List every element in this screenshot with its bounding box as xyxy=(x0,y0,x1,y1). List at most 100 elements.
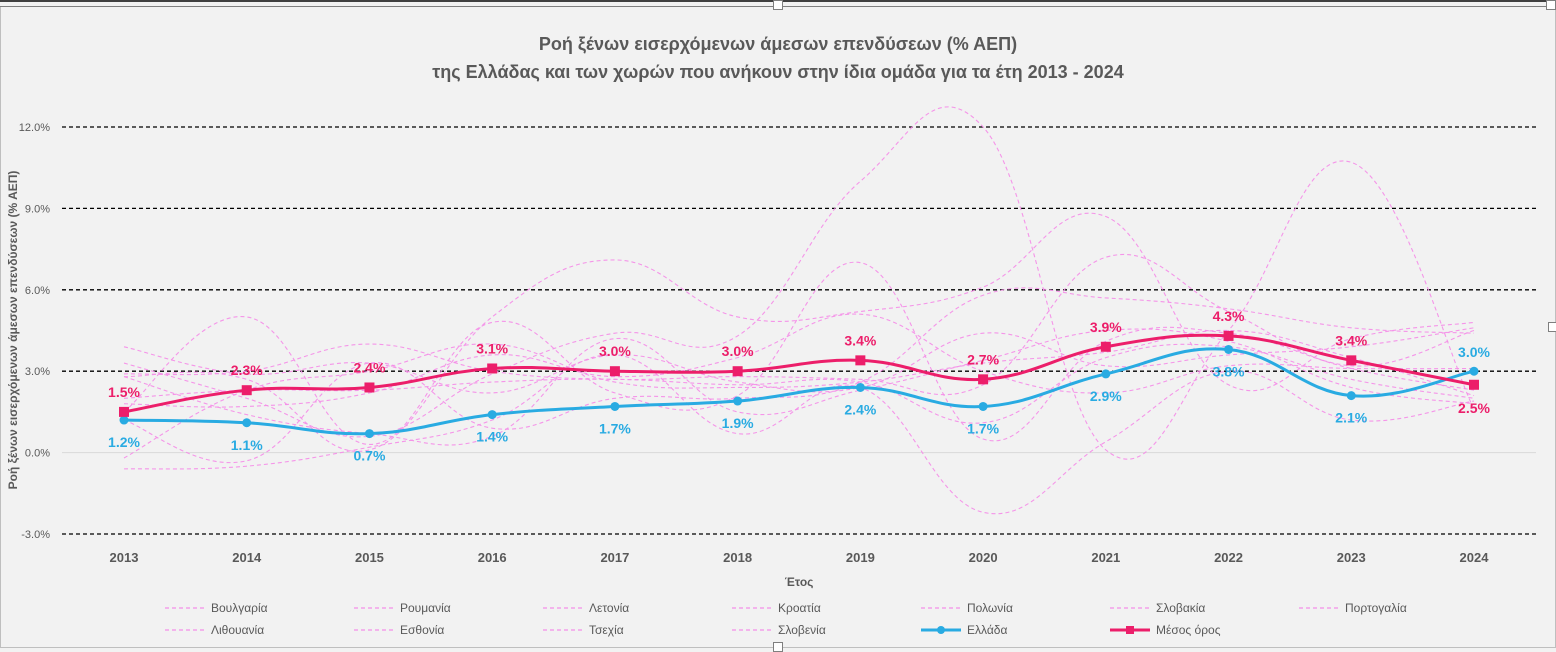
series-line-average xyxy=(123,333,1475,414)
series-line-peer-6 xyxy=(123,313,1475,408)
average-data-label: 2.4% xyxy=(353,359,385,375)
average-point xyxy=(119,406,129,417)
y-tick-label: 0.0% xyxy=(25,448,50,460)
greece-point xyxy=(1224,344,1234,354)
y-tick-label: -3.0% xyxy=(21,529,50,541)
greece-data-label: 1.4% xyxy=(476,429,508,445)
greece-point xyxy=(978,401,988,411)
average-point xyxy=(1100,341,1111,352)
average-point xyxy=(364,382,375,393)
chart-legend: Βουλγαρία Ρουμανία Λετονία Κροατία Πολωνία Σλ… xyxy=(160,598,1460,644)
x-tick-label: 2016 xyxy=(478,550,507,565)
legend-swatch xyxy=(1299,607,1339,609)
average-point xyxy=(1346,355,1357,366)
average-data-label: 3.0% xyxy=(722,343,754,359)
legend-swatch xyxy=(732,607,772,609)
series-line-peer-0 xyxy=(123,327,1475,394)
legend-item-τσεχία[interactable]: Τσεχία xyxy=(543,620,624,640)
greece-data-label: 1.1% xyxy=(231,437,263,453)
x-tick-label: 2022 xyxy=(1214,550,1243,565)
x-tick-label: 2018 xyxy=(723,550,752,565)
x-tick-label: 2023 xyxy=(1337,550,1366,565)
average-point xyxy=(609,366,620,377)
greece-point xyxy=(1469,366,1479,376)
x-tick-label: 2014 xyxy=(232,550,262,565)
greece-point xyxy=(364,429,374,439)
x-tick-label: 2021 xyxy=(1091,550,1120,565)
legend-swatch xyxy=(354,629,394,631)
average-data-label: 3.1% xyxy=(476,340,508,356)
line-chart: -3.0% 0.0% 3.0% 6.0% 9.0% 12.0% 2013 2014 2015 20… xyxy=(6,106,1536,589)
legend-item-σλοβακία[interactable]: Σλοβακία xyxy=(1110,598,1205,618)
series-line-greece xyxy=(123,347,1475,436)
chart-title: Ροή ξένων εισερχόμενων άμεσων επενδύσεων… xyxy=(0,30,1556,86)
average-point xyxy=(1223,330,1234,341)
x-tick-label: 2019 xyxy=(846,550,875,565)
series-line-peer-9 xyxy=(123,212,1475,452)
legend-item-κροατία[interactable]: Κροατία xyxy=(732,598,821,618)
average-point xyxy=(732,366,743,377)
chart-title-line2: της Ελλάδας και των χωρών που ανήκουν στ… xyxy=(432,62,1124,82)
legend-label: Ρουμανία xyxy=(400,601,451,615)
average-point xyxy=(855,355,866,366)
x-tick-label: 2015 xyxy=(355,550,384,565)
legend-label: Τσεχία xyxy=(589,623,624,637)
greece-data-label: 2.9% xyxy=(1090,388,1122,404)
resize-handle-top[interactable] xyxy=(773,0,783,10)
x-axis-title: Έτος xyxy=(785,575,814,589)
average-point xyxy=(241,385,252,396)
average-data-label: 3.0% xyxy=(599,343,631,359)
y-tick-label: 9.0% xyxy=(25,203,50,215)
average-point xyxy=(978,374,989,385)
series-line-peer-5 xyxy=(123,354,1475,515)
legend-item-μέσος-όρος[interactable]: Μέσος όρος xyxy=(1110,620,1221,640)
average-point xyxy=(487,363,498,374)
greece-point xyxy=(119,415,129,425)
legend-label: Λετονία xyxy=(589,601,630,615)
legend-label: Ελλάδα xyxy=(967,623,1008,637)
y-tick-label: 6.0% xyxy=(25,285,50,297)
legend-label: Σλοβακία xyxy=(1156,601,1206,615)
average-data-label: 2.7% xyxy=(967,351,999,367)
x-tick-label: 2020 xyxy=(969,550,998,565)
legend-swatch xyxy=(732,629,772,631)
legend-label: Βουλγαρία xyxy=(211,601,268,615)
legend-item-λετονία[interactable]: Λετονία xyxy=(543,598,629,618)
legend-item-εσθονία[interactable]: Εσθονία xyxy=(354,620,444,640)
greece-data-label: 1.2% xyxy=(108,434,140,450)
x-tick-label: 2024 xyxy=(1460,550,1490,565)
greece-point xyxy=(242,418,252,428)
legend-item-σλοβενία[interactable]: Σλοβενία xyxy=(732,620,826,640)
legend-label: Λιθουανία xyxy=(211,623,265,637)
resize-handle-right[interactable] xyxy=(1548,322,1556,332)
y-tick-label: 3.0% xyxy=(25,366,50,378)
legend-item-λιθουανία[interactable]: Λιθουανία xyxy=(165,620,264,640)
legend-swatch xyxy=(354,607,394,609)
legend-item-ελλάδα[interactable]: Ελλάδα xyxy=(921,620,1007,640)
average-data-label: 2.3% xyxy=(231,362,263,378)
legend-item-πολωνία[interactable]: Πολωνία xyxy=(921,598,1013,618)
legend-label: Κροατία xyxy=(778,601,821,615)
greece-point xyxy=(610,401,620,411)
greece-point xyxy=(733,396,743,406)
greece-data-label: 0.7% xyxy=(353,448,385,464)
x-tick-label: 2017 xyxy=(600,550,629,565)
legend-swatch xyxy=(1110,626,1150,634)
series-line-peer-8 xyxy=(123,106,1475,460)
series-line-peer-7 xyxy=(123,287,1475,464)
legend-swatch xyxy=(165,629,205,631)
legend-item-πορτογαλία[interactable]: Πορτογαλία xyxy=(1299,598,1407,618)
greece-point xyxy=(855,382,865,392)
x-tick-label: 2013 xyxy=(110,550,139,565)
y-tick-label: 12.0% xyxy=(19,122,50,134)
legend-item-ρουμανία[interactable]: Ρουμανία xyxy=(354,598,451,618)
greece-data-label: 1.7% xyxy=(967,420,999,436)
average-data-label: 1.5% xyxy=(108,384,140,400)
series-line-peer-10 xyxy=(123,254,1475,396)
series-line-peer-1 xyxy=(123,343,1475,424)
legend-label: Σλοβενία xyxy=(778,623,826,637)
average-data-label: 2.5% xyxy=(1458,400,1490,416)
legend-item-βουλγαρία[interactable]: Βουλγαρία xyxy=(165,598,268,618)
legend-label: Πορτογαλία xyxy=(1345,601,1407,615)
